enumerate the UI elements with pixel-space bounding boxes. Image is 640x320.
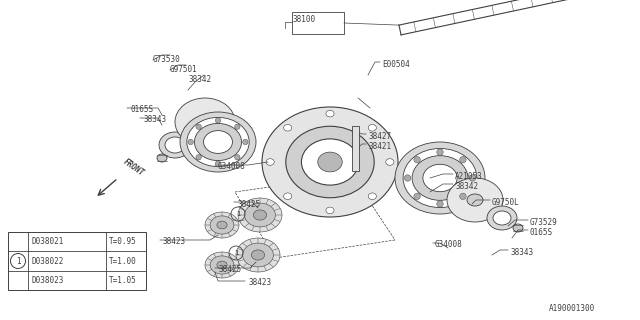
Circle shape <box>196 155 202 160</box>
Text: 0165S: 0165S <box>130 105 153 114</box>
Text: 1: 1 <box>234 250 238 256</box>
Circle shape <box>196 124 202 129</box>
Ellipse shape <box>368 124 376 131</box>
Circle shape <box>414 193 420 200</box>
Text: 38343: 38343 <box>143 115 166 124</box>
Text: 38100: 38100 <box>292 15 315 24</box>
Bar <box>8 232 146 290</box>
Ellipse shape <box>447 178 503 222</box>
Ellipse shape <box>217 221 227 229</box>
Text: G73529: G73529 <box>530 218 557 227</box>
Text: 38421: 38421 <box>368 142 391 151</box>
Ellipse shape <box>197 116 213 128</box>
Ellipse shape <box>386 159 394 165</box>
Bar <box>292 12 344 34</box>
Ellipse shape <box>286 126 374 198</box>
Ellipse shape <box>165 137 185 153</box>
Ellipse shape <box>403 148 477 208</box>
Circle shape <box>469 175 476 181</box>
Ellipse shape <box>467 194 483 206</box>
Circle shape <box>436 201 444 207</box>
Circle shape <box>460 193 466 200</box>
Circle shape <box>243 139 248 145</box>
Ellipse shape <box>423 164 457 192</box>
Text: T=1.00: T=1.00 <box>109 257 137 266</box>
Text: A190001300: A190001300 <box>548 304 595 313</box>
Ellipse shape <box>262 107 398 217</box>
Ellipse shape <box>175 98 235 146</box>
Ellipse shape <box>210 256 234 274</box>
Ellipse shape <box>210 216 234 234</box>
Ellipse shape <box>326 110 334 117</box>
Text: 0165S: 0165S <box>530 228 553 237</box>
Ellipse shape <box>368 193 376 200</box>
Ellipse shape <box>301 139 358 185</box>
Text: 38342: 38342 <box>188 75 211 84</box>
Ellipse shape <box>395 142 485 214</box>
Ellipse shape <box>187 117 249 167</box>
Ellipse shape <box>195 124 241 161</box>
Ellipse shape <box>513 224 523 232</box>
Circle shape <box>235 155 240 160</box>
Ellipse shape <box>266 159 275 165</box>
Ellipse shape <box>252 250 264 260</box>
Ellipse shape <box>487 206 517 230</box>
Ellipse shape <box>157 154 167 162</box>
Ellipse shape <box>204 131 232 153</box>
Circle shape <box>460 156 466 163</box>
Bar <box>351 125 358 171</box>
Text: G34008: G34008 <box>435 240 463 249</box>
Circle shape <box>414 156 420 163</box>
Ellipse shape <box>284 193 292 200</box>
Ellipse shape <box>352 129 358 134</box>
Circle shape <box>436 149 444 155</box>
Ellipse shape <box>318 152 342 172</box>
Circle shape <box>235 124 240 129</box>
Ellipse shape <box>238 198 282 232</box>
Text: 38427: 38427 <box>368 132 391 141</box>
Ellipse shape <box>284 124 292 131</box>
Circle shape <box>404 175 411 181</box>
Text: 38425: 38425 <box>218 265 241 274</box>
Text: 38342: 38342 <box>455 182 478 191</box>
Circle shape <box>188 139 193 145</box>
Circle shape <box>215 118 221 123</box>
Text: G34008: G34008 <box>218 162 246 171</box>
Text: D038022: D038022 <box>31 257 63 266</box>
Text: A21053: A21053 <box>455 172 483 181</box>
Ellipse shape <box>493 211 511 225</box>
Circle shape <box>215 161 221 166</box>
Text: G73530: G73530 <box>153 55 180 64</box>
Ellipse shape <box>205 212 239 238</box>
Ellipse shape <box>217 261 227 269</box>
Text: G9750L: G9750L <box>492 198 520 207</box>
Ellipse shape <box>236 238 280 272</box>
Text: 38423: 38423 <box>162 237 185 246</box>
Ellipse shape <box>205 252 239 278</box>
Text: G97501: G97501 <box>170 65 198 74</box>
Ellipse shape <box>243 243 273 267</box>
Text: D038023: D038023 <box>31 276 63 285</box>
Text: D038021: D038021 <box>31 237 63 246</box>
Text: 38423: 38423 <box>248 278 271 287</box>
Text: T=0.95: T=0.95 <box>109 237 137 246</box>
Text: 1: 1 <box>236 211 240 217</box>
Ellipse shape <box>412 156 468 200</box>
Ellipse shape <box>253 210 267 220</box>
Text: E00504: E00504 <box>382 60 410 69</box>
Ellipse shape <box>326 207 334 214</box>
Text: FRONT: FRONT <box>122 157 146 178</box>
Ellipse shape <box>244 203 275 227</box>
Text: 38343: 38343 <box>510 248 533 257</box>
Text: T=1.05: T=1.05 <box>109 276 137 285</box>
Text: 1: 1 <box>16 257 20 266</box>
Ellipse shape <box>180 112 256 172</box>
Ellipse shape <box>159 132 191 158</box>
Text: 38425: 38425 <box>237 200 260 209</box>
